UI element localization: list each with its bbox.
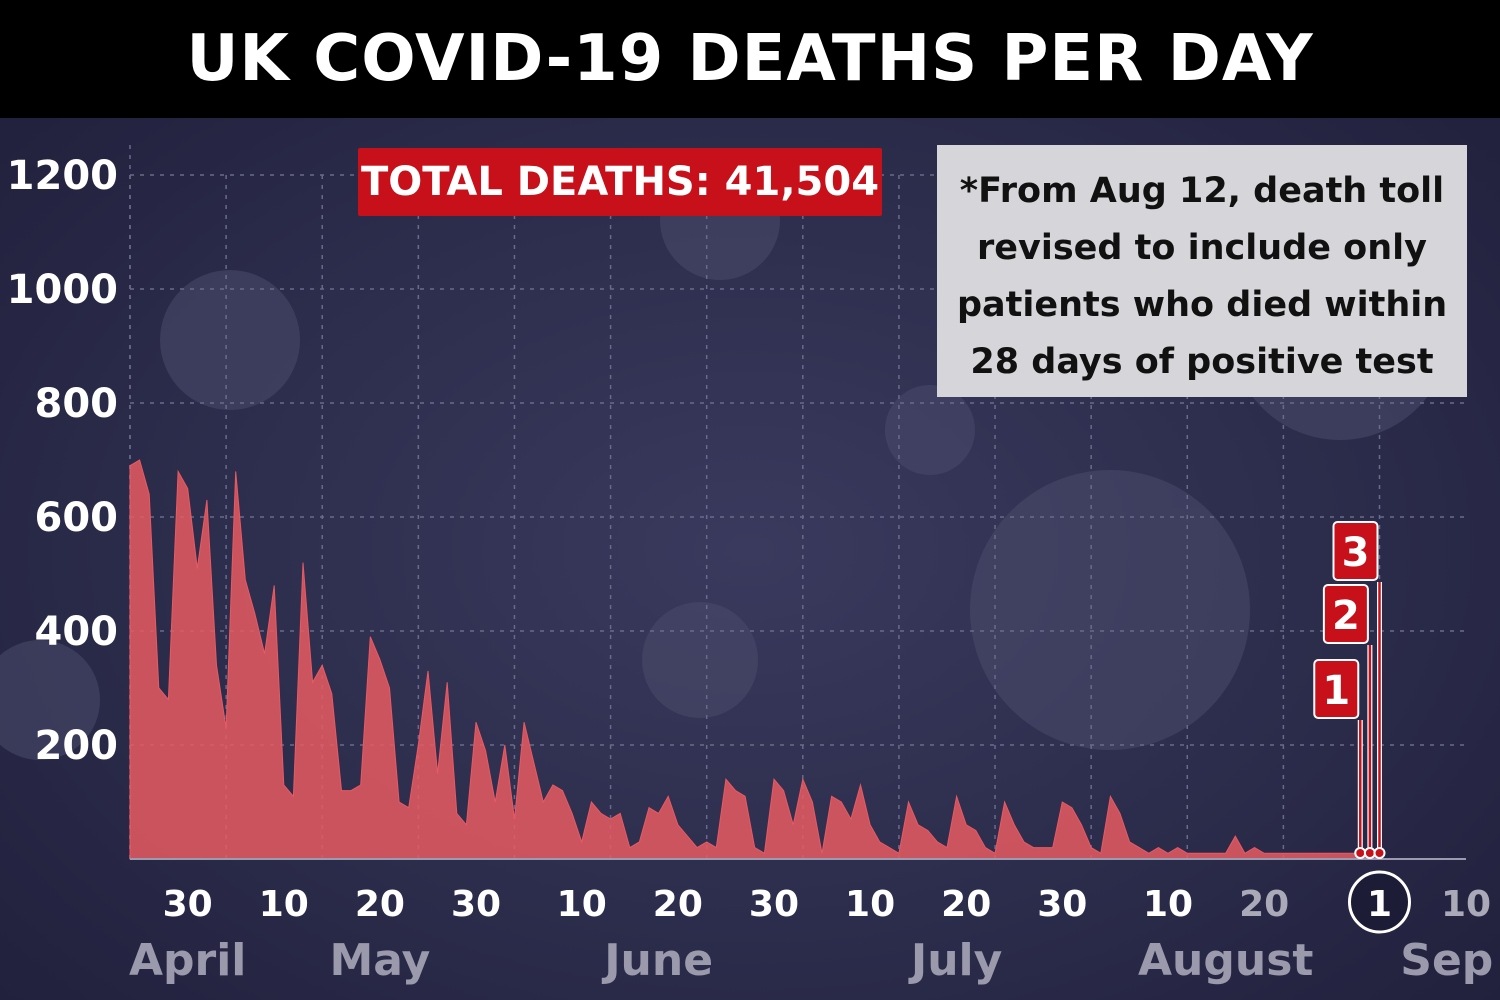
chart-title: UK COVID-19 DEATHS PER DAY — [186, 22, 1314, 96]
y-tick-label: 600 — [35, 495, 119, 541]
note-line: *From Aug 12, death toll — [959, 171, 1445, 211]
y-axis: 200 400 600 800 1000 1200 — [7, 153, 118, 769]
marker-label: 3 — [1342, 530, 1370, 576]
y-tick-label: 1000 — [7, 267, 118, 313]
x-tick-label: 20 — [355, 884, 405, 925]
circled-date-ring — [1347, 870, 1411, 934]
total-deaths-label: TOTAL DEATHS: 41,504 — [360, 159, 880, 205]
note-box: *From Aug 12, death toll revised to incl… — [937, 145, 1467, 397]
x-tick-label: 10 — [1441, 884, 1491, 925]
x-tick-label: 30 — [1037, 884, 1087, 925]
title-bar: UK COVID-19 DEATHS PER DAY — [0, 0, 1500, 118]
y-tick-label: 1200 — [7, 153, 118, 199]
area-layer — [129, 459, 1380, 860]
deaths-area — [129, 459, 1380, 860]
month-label: August — [1138, 935, 1313, 986]
month-label: April — [129, 935, 246, 986]
y-tick-label: 400 — [35, 609, 119, 655]
month-label: June — [601, 935, 713, 986]
x-tick-label: 20 — [1239, 884, 1289, 925]
month-label: May — [329, 935, 430, 986]
x-tick-label: 30 — [749, 884, 799, 925]
x-tick-label: 10 — [557, 884, 607, 925]
x-tick-label: 20 — [941, 884, 991, 925]
note-line: 28 days of positive test — [970, 342, 1434, 382]
note-line: patients who died within — [957, 285, 1448, 325]
total-deaths-badge: TOTAL DEATHS: 41,504 — [358, 148, 882, 216]
month-label: Sep — [1400, 935, 1493, 986]
y-tick-label: 800 — [35, 381, 119, 427]
x-tick-label: 1 — [1367, 884, 1392, 925]
note-line: revised to include only — [977, 228, 1427, 268]
x-tick-label: 20 — [653, 884, 703, 925]
marker-badge — [1322, 584, 1369, 644]
marker-label: 2 — [1332, 593, 1360, 639]
x-tick-label: 30 — [451, 884, 501, 925]
y-tick-label: 200 — [35, 723, 119, 769]
marker-label: 1 — [1322, 668, 1350, 714]
marker-badge — [1313, 659, 1360, 719]
x-tick-label: 10 — [1143, 884, 1193, 925]
x-tick-label: 10 — [845, 884, 895, 925]
marker-dot — [1363, 847, 1376, 859]
marker-dot — [1373, 847, 1386, 859]
marker-badge — [1332, 521, 1379, 581]
marker-dot — [1354, 847, 1367, 859]
x-tick-label: 30 — [163, 884, 213, 925]
month-label: July — [908, 935, 1002, 986]
month-labels: April May June July August Sep — [129, 935, 1493, 986]
markers: 1 2 3 — [1313, 521, 1386, 859]
x-tick-label: 10 — [259, 884, 309, 925]
x-axis: 30 10 20 30 10 20 30 10 20 30 10 20 1 10 — [163, 870, 1491, 934]
